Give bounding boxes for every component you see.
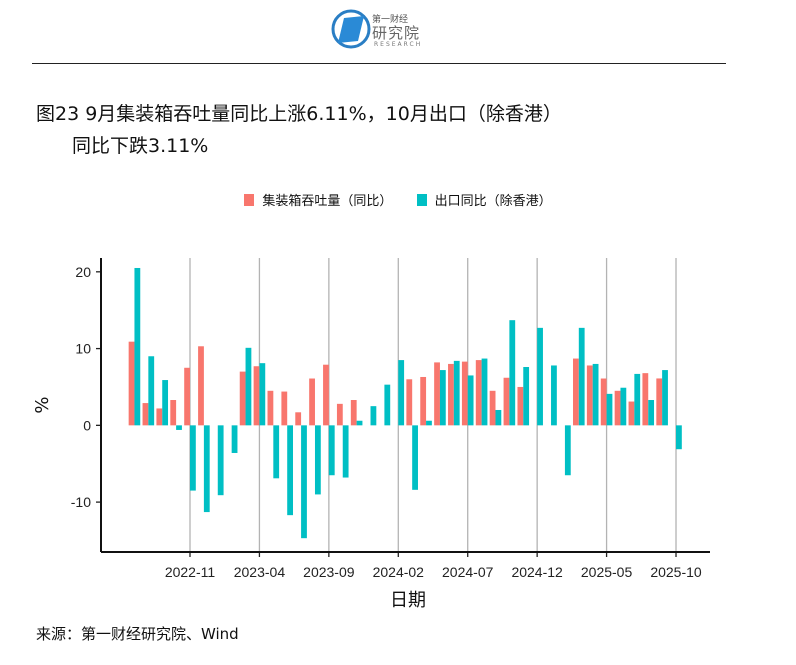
x-tick-label: 2023-09 xyxy=(303,564,355,580)
bar-export xyxy=(314,425,321,495)
bar-export xyxy=(592,363,599,426)
bar-export xyxy=(217,425,224,496)
bar-export xyxy=(203,425,210,513)
bar-container xyxy=(239,371,246,426)
bar-export xyxy=(328,425,335,476)
logo-emblem-icon xyxy=(331,9,371,49)
bar-export xyxy=(606,393,613,426)
figure-title: 图23 9月集装箱吞吐量同比上涨6.11%，10月出口（除香港） 同比下跌3.1… xyxy=(36,98,562,162)
legend-item-container: 集装箱吞吐量（同比） xyxy=(244,194,392,209)
x-axis-label: 日期 xyxy=(390,590,426,611)
bar-container xyxy=(198,346,204,426)
bar-container xyxy=(600,378,607,426)
bar-container xyxy=(517,386,524,426)
bar-export xyxy=(273,425,280,479)
title-line-1: 图23 9月集装箱吞吐量同比上涨6.11%，10月出口（除香港） xyxy=(36,103,562,125)
logo-text: 第一财经 xyxy=(372,15,409,25)
x-tick-label: 2025-10 xyxy=(650,564,702,580)
bar-container xyxy=(350,400,357,426)
bar-export xyxy=(495,409,502,426)
bar-container xyxy=(281,391,288,426)
bar-export xyxy=(398,360,405,426)
bar-container xyxy=(295,412,302,426)
y-tick-label: -10 xyxy=(71,494,91,510)
bar-export xyxy=(287,425,294,516)
bar-export xyxy=(578,327,585,426)
bar-export xyxy=(134,267,141,426)
bar-export xyxy=(148,356,155,426)
bar-container xyxy=(503,377,510,426)
bar-export xyxy=(481,358,488,426)
bar-container xyxy=(489,390,496,426)
bar-container xyxy=(156,408,163,426)
bar-export xyxy=(356,420,363,426)
bar-container xyxy=(642,373,649,426)
x-tick-label: 2022-11 xyxy=(165,564,216,580)
bar-container xyxy=(406,379,413,426)
x-tick-label: 2024-02 xyxy=(373,564,425,580)
bar-export xyxy=(662,370,668,426)
x-tick-label: 2023-04 xyxy=(234,564,286,580)
bar-export xyxy=(467,375,474,426)
bar-container xyxy=(323,364,329,426)
bar-export xyxy=(537,327,543,426)
x-tick-label: 2024-12 xyxy=(511,564,563,580)
bar-container xyxy=(614,390,621,426)
bar-export xyxy=(190,425,196,491)
y-tick-label: 20 xyxy=(75,264,91,280)
source-note: 来源：第一财经研究院、Wind xyxy=(36,625,239,643)
bar-export xyxy=(648,400,655,426)
bar-container xyxy=(253,366,260,426)
bar-export xyxy=(564,425,571,476)
bar-export xyxy=(176,425,182,430)
x-tick-label: 2025-05 xyxy=(581,564,633,580)
bar-container xyxy=(142,403,149,426)
bar-export xyxy=(620,387,627,426)
legend-item-export: 出口同比（除香港） xyxy=(416,194,552,209)
bar-export xyxy=(676,425,682,450)
legend: 集装箱吞吐量（同比） 出口同比（除香港） xyxy=(0,190,796,209)
bar-export xyxy=(370,406,377,426)
bar-container xyxy=(184,367,190,426)
bar-export xyxy=(342,425,349,478)
bar-export xyxy=(412,425,418,490)
bar-container xyxy=(475,360,482,426)
bar-export xyxy=(509,320,516,426)
bar-container xyxy=(628,401,635,426)
bar-export xyxy=(634,373,641,426)
bar-container xyxy=(420,376,427,426)
x-tick-label: 2024-07 xyxy=(442,564,494,580)
bar-export xyxy=(162,380,169,426)
bar-container xyxy=(573,358,579,426)
bar-container xyxy=(309,378,315,426)
bar-container xyxy=(170,400,177,426)
bar-export xyxy=(301,425,307,539)
title-line-2: 同比下跌3.11% xyxy=(72,135,209,157)
bar-export xyxy=(245,347,252,426)
bar-container xyxy=(586,365,593,426)
bar-export xyxy=(384,384,391,426)
bar-export xyxy=(523,367,530,426)
bar-container xyxy=(434,362,440,426)
bar-export xyxy=(551,365,557,426)
bar-export xyxy=(453,360,460,426)
bar-container xyxy=(461,361,468,426)
bar-container xyxy=(128,341,135,426)
y-axis-label: % xyxy=(32,396,53,413)
y-tick-label: 0 xyxy=(83,417,91,433)
bar-container xyxy=(448,363,454,426)
bar-export xyxy=(426,420,432,426)
bar-export xyxy=(231,425,238,453)
bar-container xyxy=(336,403,343,426)
bar-container xyxy=(267,390,274,426)
y-tick-label: 10 xyxy=(75,341,91,357)
header-divider xyxy=(32,63,726,64)
bar-export xyxy=(439,370,446,426)
bar-export xyxy=(259,363,266,426)
bar-container xyxy=(656,378,663,426)
